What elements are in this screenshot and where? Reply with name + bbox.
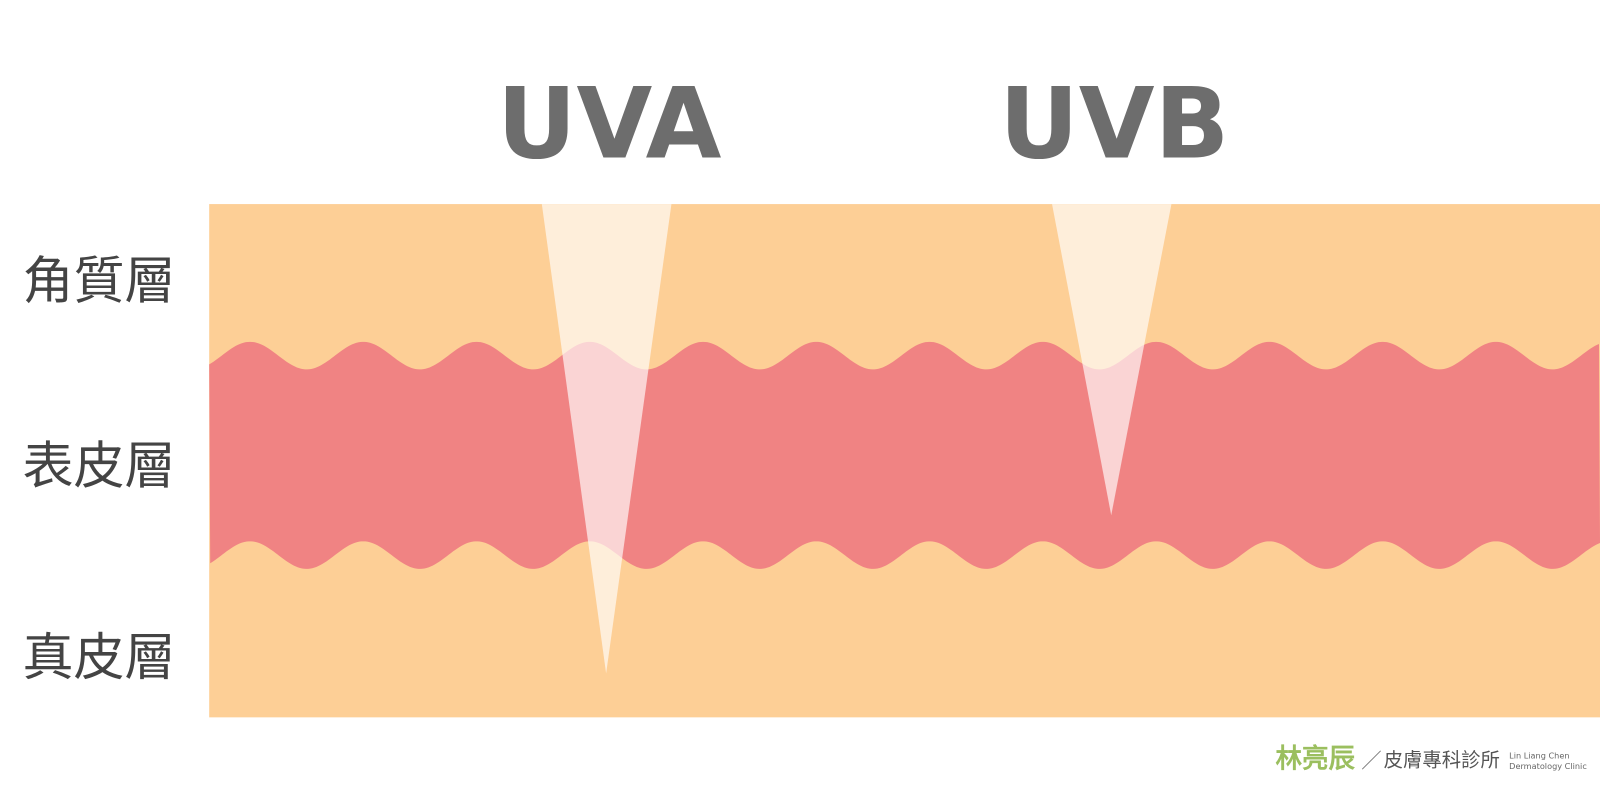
footer-name: 林亮辰: [1276, 744, 1356, 775]
uvb-beam: [1052, 204, 1172, 516]
ray-label: UVA: [497, 67, 722, 181]
layer-label: 真皮層: [22, 629, 175, 688]
footer-english: Dermatology Clinic: [1509, 761, 1587, 771]
layer-label: 角質層: [22, 253, 175, 312]
uva-beam: [541, 204, 672, 674]
layer-label: 表皮層: [22, 437, 175, 496]
footer-english: Lin Liang Chen: [1509, 751, 1569, 761]
epidermis-band: [209, 341, 1600, 569]
footer-clinic: 皮膚專科診所: [1384, 749, 1500, 772]
footer-separator: ／: [1361, 749, 1381, 773]
ray-label: UVB: [999, 67, 1229, 181]
